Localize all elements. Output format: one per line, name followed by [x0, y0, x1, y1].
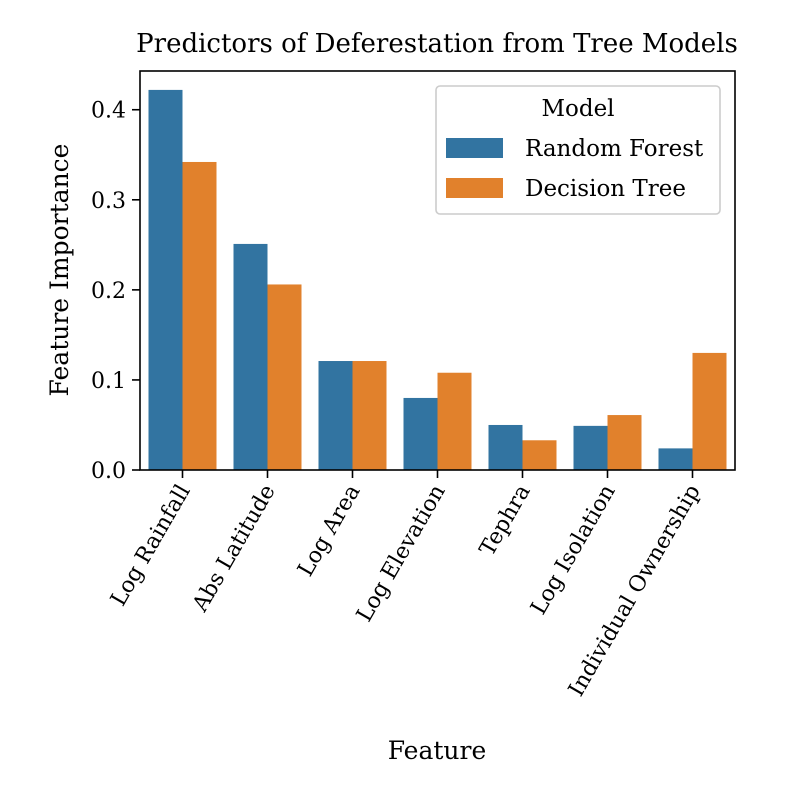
x-tick-label-log-isolation: Log Isolation [526, 481, 620, 620]
legend-swatch-random-forest [446, 138, 503, 158]
bar-random-forest-log-rainfall [148, 89, 183, 470]
bar-decision-tree-log-elevation [437, 372, 472, 470]
bar-decision-tree-individual-ownership [692, 352, 727, 470]
y-axis: 0.0 0.1 0.2 0.3 0.4 [91, 99, 140, 484]
legend: Model Random Forest Decision Tree [435, 85, 721, 215]
legend-label-random-forest: Random Forest [525, 136, 704, 162]
bar-decision-tree-log-isolation [607, 415, 642, 470]
bar-random-forest-log-area [318, 361, 353, 470]
bar-random-forest-individual-ownership [658, 448, 693, 470]
plot-frame [139, 70, 736, 471]
bar-decision-tree-log-rainfall [182, 161, 217, 470]
x-tick-label-log-area: Log Area [293, 481, 365, 581]
x-tick-label-abs-latitude: Abs Latitude [188, 481, 281, 617]
bars-layer [148, 89, 727, 470]
y-axis-label: Feature Importance [45, 144, 74, 397]
bar-decision-tree-log-area [352, 361, 387, 470]
y-tick-label: 0.2 [91, 279, 126, 304]
x-tick-label-log-rainfall: Log Rainfall [106, 481, 195, 611]
bar-decision-tree-tephra [522, 440, 557, 470]
bar-decision-tree-abs-latitude [267, 284, 302, 470]
bar-random-forest-abs-latitude [233, 243, 268, 470]
y-tick-label: 0.4 [91, 99, 126, 124]
y-tick-label: 0.0 [91, 459, 126, 484]
bar-random-forest-log-elevation [403, 397, 438, 470]
legend-swatch-decision-tree [446, 178, 503, 198]
legend-label-decision-tree: Decision Tree [525, 176, 686, 202]
y-tick-label: 0.3 [91, 189, 126, 214]
x-tick-label-log-elevation: Log Elevation [352, 481, 451, 627]
y-tick-label: 0.1 [91, 369, 126, 394]
chart-title: Predictors of Deferestation from Tree Mo… [136, 29, 738, 59]
legend-title: Model [541, 96, 614, 122]
bar-random-forest-log-isolation [573, 425, 608, 470]
x-tick-label-tephra: Tephra [475, 481, 536, 561]
bar-random-forest-tephra [488, 424, 523, 470]
x-axis-label: Feature [388, 736, 487, 765]
legend-box [435, 85, 721, 215]
